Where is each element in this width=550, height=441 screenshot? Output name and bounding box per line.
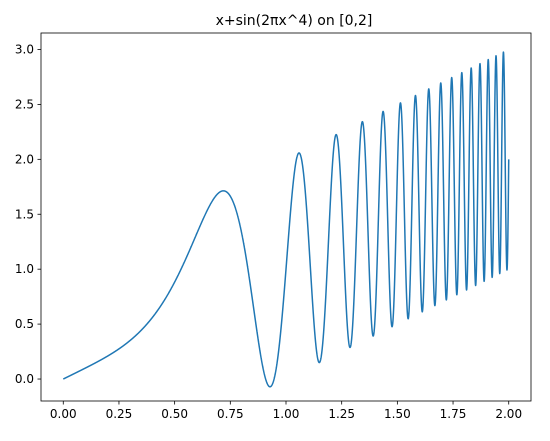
- x-tick-label: 0.75: [217, 407, 244, 421]
- y-tick-label: 2.0: [15, 152, 34, 166]
- axes-frame: [40, 32, 532, 402]
- x-tick-label: 2.00: [495, 407, 522, 421]
- x-tick-label: 0.25: [106, 407, 133, 421]
- y-tick-label: 0.5: [15, 317, 34, 331]
- x-tick-label: 1.00: [273, 407, 300, 421]
- axis-layer: 0.00 0.25 0.50 0.75 1.00 1.25 1.50 1.75 2.00 0.0 0…: [15, 32, 532, 421]
- plot-layer: [62, 51, 510, 388]
- x-tick-label: 0.50: [161, 407, 188, 421]
- y-tick-label: 3.0: [15, 42, 34, 56]
- chart-title: x+sin(2πx^4) on [0,2]: [216, 13, 373, 29]
- y-tick-label: 2.5: [15, 97, 34, 111]
- series-line: [62, 51, 510, 388]
- y-tick-label: 1.0: [15, 262, 34, 276]
- x-tick-label: 1.50: [384, 407, 411, 421]
- y-tick-label: 1.5: [15, 207, 34, 221]
- x-tick-label: 1.25: [328, 407, 355, 421]
- y-tick-label: 0.0: [15, 372, 34, 386]
- x-tick-label: 1.75: [440, 407, 467, 421]
- x-tick-label: 0.00: [50, 407, 77, 421]
